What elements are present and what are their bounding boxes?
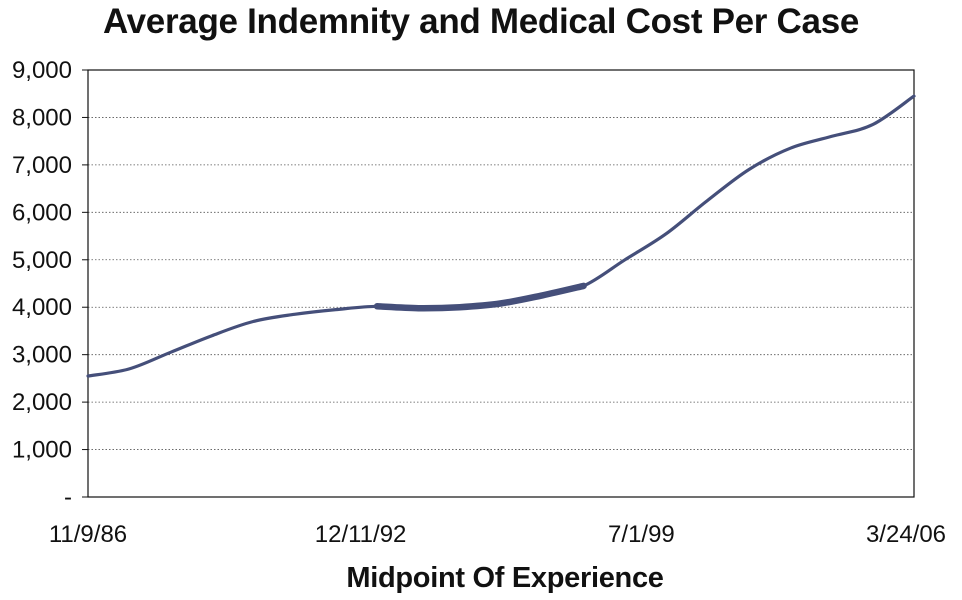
x-tick-label: 11/9/86 <box>49 521 127 548</box>
plot-frame <box>87 69 915 498</box>
y-tick-label: 6,000 <box>12 199 72 226</box>
y-tick-label: 3,000 <box>12 342 72 369</box>
y-tick-label: 2,000 <box>12 389 72 416</box>
x-axis-ticks: 11/9/86 12/11/92 7/1/99 3/24/06 <box>49 521 946 548</box>
x-axis-label: Midpoint Of Experience <box>346 562 664 594</box>
y-tick-label: - <box>64 484 72 511</box>
y-tick-label: 9,000 <box>12 57 72 84</box>
x-tick-label: 3/24/06 <box>866 521 946 548</box>
y-axis-ticks: - 1,000 2,000 3,000 4,000 5,000 6,000 7,000 8,00… <box>12 57 88 511</box>
series-line-emphasis <box>373 282 587 312</box>
y-tick-label: 1,000 <box>12 437 72 464</box>
x-tick-label: 7/1/99 <box>608 521 675 548</box>
y-tick-label: 8,000 <box>12 104 72 131</box>
y-tick-label: 5,000 <box>12 247 72 274</box>
gridlines <box>88 117 914 450</box>
y-tick-label: 7,000 <box>12 152 72 179</box>
series-line <box>86 94 916 378</box>
chart-title: Average Indemnity and Medical Cost Per C… <box>102 2 860 41</box>
y-tick-label: 4,000 <box>12 294 72 321</box>
series-layer <box>86 94 916 378</box>
x-tick-label: 12/11/92 <box>315 521 407 548</box>
